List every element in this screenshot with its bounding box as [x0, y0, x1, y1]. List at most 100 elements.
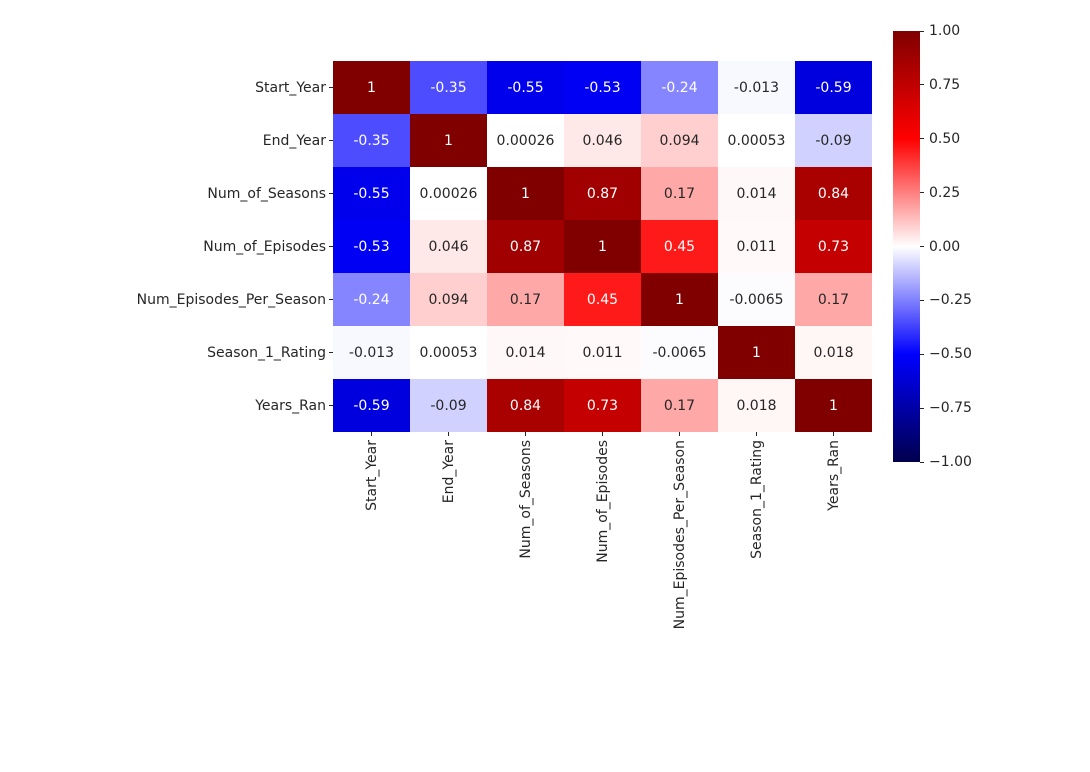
heatmap-cell: 0.45 [564, 273, 641, 326]
x-tick-label: Years_Ran [825, 440, 842, 511]
colorbar-gradient [893, 31, 920, 462]
heatmap-cell: -0.09 [410, 379, 487, 432]
x-tick-label-cell: Season_1_Rating [718, 440, 795, 700]
y-tick-label: Season_1_Rating [207, 344, 326, 361]
heatmap-cell: 1 [795, 379, 872, 432]
heatmap-cell: 0.87 [487, 220, 564, 273]
heatmap-cell: 0.094 [410, 273, 487, 326]
y-tick-label: Num_Episodes_Per_Season [136, 291, 326, 308]
y-tick-mark [329, 193, 333, 194]
heatmap-cell: 1 [487, 167, 564, 220]
heatmap-cell: 0.84 [795, 167, 872, 220]
heatmap-cell: -0.55 [487, 61, 564, 114]
heatmap-cell: -0.24 [333, 273, 410, 326]
x-axis-ticks [333, 432, 872, 436]
y-tick-mark [329, 246, 333, 247]
heatmap-cell: 0.73 [564, 379, 641, 432]
heatmap-cell: 0.094 [641, 114, 718, 167]
colorbar-tick-label: −1.00 [929, 454, 972, 470]
colorbar-tick-mark [920, 461, 924, 463]
heatmap-cell: 0.00053 [410, 326, 487, 379]
x-tick-mark [602, 432, 603, 436]
colorbar-tick-mark [920, 353, 924, 355]
x-tick-mark [370, 432, 372, 436]
heatmap-cell: 0.018 [795, 326, 872, 379]
heatmap-cell: -0.09 [795, 114, 872, 167]
heatmap-cell: -0.53 [564, 61, 641, 114]
heatmap-cell: 0.011 [718, 220, 795, 273]
y-tick-label: Num_of_Episodes [203, 238, 326, 255]
x-tick-label-cell: Num_of_Seasons [487, 440, 564, 700]
x-tick-mark [833, 432, 834, 436]
heatmap-cell: -0.0065 [641, 326, 718, 379]
colorbar-tick-label: −0.75 [929, 400, 972, 417]
heatmap-cell: 0.00026 [410, 167, 487, 220]
heatmap-cell: -0.0065 [718, 273, 795, 326]
x-tick-mark [525, 432, 526, 436]
x-tick-label-cell: Years_Ran [795, 440, 872, 700]
heatmap-cell: -0.59 [795, 61, 872, 114]
colorbar-tick-label: 0.00 [929, 238, 961, 255]
heatmap-cell: 0.17 [641, 379, 718, 432]
heatmap-grid: 1 -0.35 -0.55 -0.53 -0.24 -0.013 -0.59 -0.35 1 0.… [333, 61, 872, 432]
x-tick-label: Num_Episodes_Per_Season [671, 440, 688, 630]
x-tick-label: Num_of_Episodes [594, 440, 611, 563]
y-tick-label: Num_of_Seasons [207, 185, 326, 202]
colorbar-tick-mark [920, 192, 924, 194]
heatmap-cell: 0.011 [564, 326, 641, 379]
colorbar-tick-mark [920, 84, 924, 86]
heatmap-cell: 0.84 [487, 379, 564, 432]
heatmap-cell: 1 [564, 220, 641, 273]
colorbar-tick-label: −0.50 [929, 346, 972, 363]
y-tick-label: Years_Ran [255, 397, 326, 414]
heatmap-cell: 0.17 [641, 167, 718, 220]
heatmap-cell: -0.35 [410, 61, 487, 114]
x-axis-labels: Start_Year End_Year Num_of_Seasons Num_of_E… [333, 440, 872, 700]
heatmap-cell: 0.046 [410, 220, 487, 273]
y-tick-label: End_Year [262, 132, 326, 149]
y-axis-ticks [329, 61, 333, 432]
colorbar-tick-label: 0.25 [929, 184, 961, 201]
x-tick-label-cell: Num_of_Episodes [564, 440, 641, 700]
heatmap-cell: 1 [333, 61, 410, 114]
x-tick-label-cell: Num_Episodes_Per_Season [641, 440, 718, 700]
x-tick-mark [756, 432, 757, 436]
y-tick-mark [329, 140, 333, 141]
heatmap-cell: 0.45 [641, 220, 718, 273]
heatmap-cell: 0.87 [564, 167, 641, 220]
heatmap-cell: 0.018 [718, 379, 795, 432]
colorbar-tick-mark [920, 30, 924, 32]
heatmap-cell: 0.014 [487, 326, 564, 379]
colorbar-tick-mark [920, 246, 924, 247]
x-tick-mark [679, 432, 680, 436]
y-tick-mark [329, 86, 333, 88]
y-tick-mark [329, 405, 333, 406]
colorbar-tick-label: 1.00 [929, 23, 961, 39]
x-tick-label-cell: Start_Year [333, 440, 410, 700]
heatmap-cell: -0.55 [333, 167, 410, 220]
colorbar-tick-label: −0.25 [929, 292, 972, 309]
colorbar-tick-label: 0.75 [929, 76, 961, 93]
heatmap-cell: -0.013 [333, 326, 410, 379]
heatmap-cell: 1 [718, 326, 795, 379]
colorbar: 1.00 0.75 0.50 0.25 0.00 −0.25 −0.50 −0.75 −1.00 [893, 23, 983, 470]
y-tick-mark [329, 299, 333, 300]
heatmap-cell: 0.00026 [487, 114, 564, 167]
heatmap-cell: -0.53 [333, 220, 410, 273]
colorbar-tick-mark [920, 138, 924, 140]
colorbar-tick-mark [920, 407, 924, 409]
x-tick-label: Start_Year [363, 440, 380, 511]
heatmap-cell: 0.046 [564, 114, 641, 167]
y-tick-label: Start_Year [255, 79, 326, 96]
heatmap-cell: 1 [410, 114, 487, 167]
heatmap-cell: 0.73 [795, 220, 872, 273]
colorbar-tick-label: 0.50 [929, 130, 961, 147]
x-tick-label-cell: End_Year [410, 440, 487, 700]
heatmap-cell: 1 [641, 273, 718, 326]
x-tick-mark [448, 432, 449, 436]
y-tick-mark [329, 352, 333, 353]
colorbar-tick-mark [920, 299, 924, 301]
x-tick-label: End_Year [440, 440, 457, 504]
heatmap-cell: 0.00053 [718, 114, 795, 167]
